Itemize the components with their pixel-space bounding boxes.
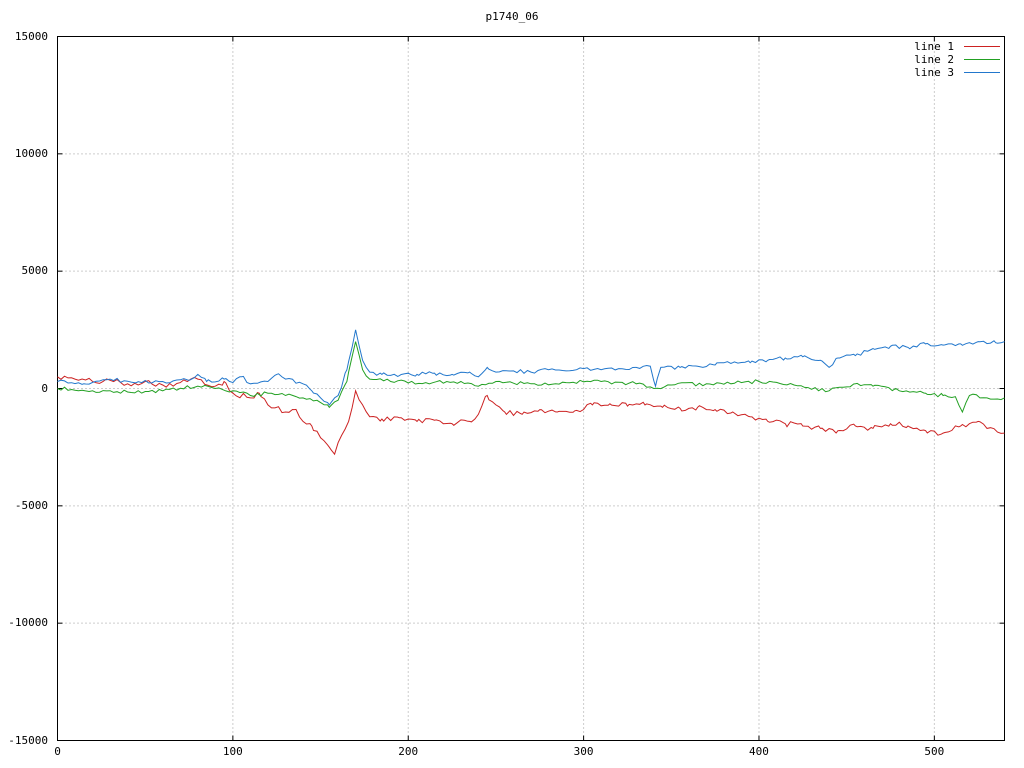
y-axis-tick-label: 15000 [14, 29, 48, 43]
x-axis-tick-label: 100 [222, 745, 243, 758]
legend-line-swatch [964, 72, 1000, 73]
y-axis-tick-label: 0 [41, 381, 48, 395]
legend-line-swatch [964, 59, 1000, 60]
legend-label: line 1 [914, 40, 954, 53]
plot-area [57, 36, 1005, 741]
legend-item: line 3 [914, 66, 1000, 79]
series-line-1 [57, 375, 1005, 456]
series-line-3 [57, 329, 1005, 406]
x-axis-tick-label: 300 [573, 745, 594, 758]
plot-canvas [57, 36, 1005, 741]
legend-line-swatch [964, 46, 1000, 47]
y-axis-tick-label: -15000 [8, 733, 48, 747]
y-axis-tick-label: 10000 [14, 146, 48, 160]
series-line-2 [57, 341, 1005, 414]
x-axis-tick-label: 0 [54, 745, 61, 758]
x-axis-tick-labels: 0 100 200 300 400 500 [54, 745, 1005, 761]
legend: line 1 line 2 line 3 [914, 40, 1000, 79]
x-axis-tick-label: 500 [924, 745, 945, 758]
x-axis-tick-label: 400 [749, 745, 769, 758]
x-axis-tick-label: 200 [398, 745, 419, 758]
chart-title: p1740_06 [485, 10, 539, 23]
y-axis-tick-label: 5000 [21, 264, 49, 278]
legend-label: line 3 [914, 66, 954, 79]
legend-item: line 1 [914, 40, 1000, 53]
legend-label: line 2 [914, 53, 954, 66]
y-axis-tick-label: -10000 [8, 616, 48, 630]
y-axis-tick-labels: -15000 -10000 -5000 0 5000 10000 15000 [0, 30, 52, 747]
y-axis-tick-label: -5000 [14, 498, 48, 512]
legend-item: line 2 [914, 53, 1000, 66]
